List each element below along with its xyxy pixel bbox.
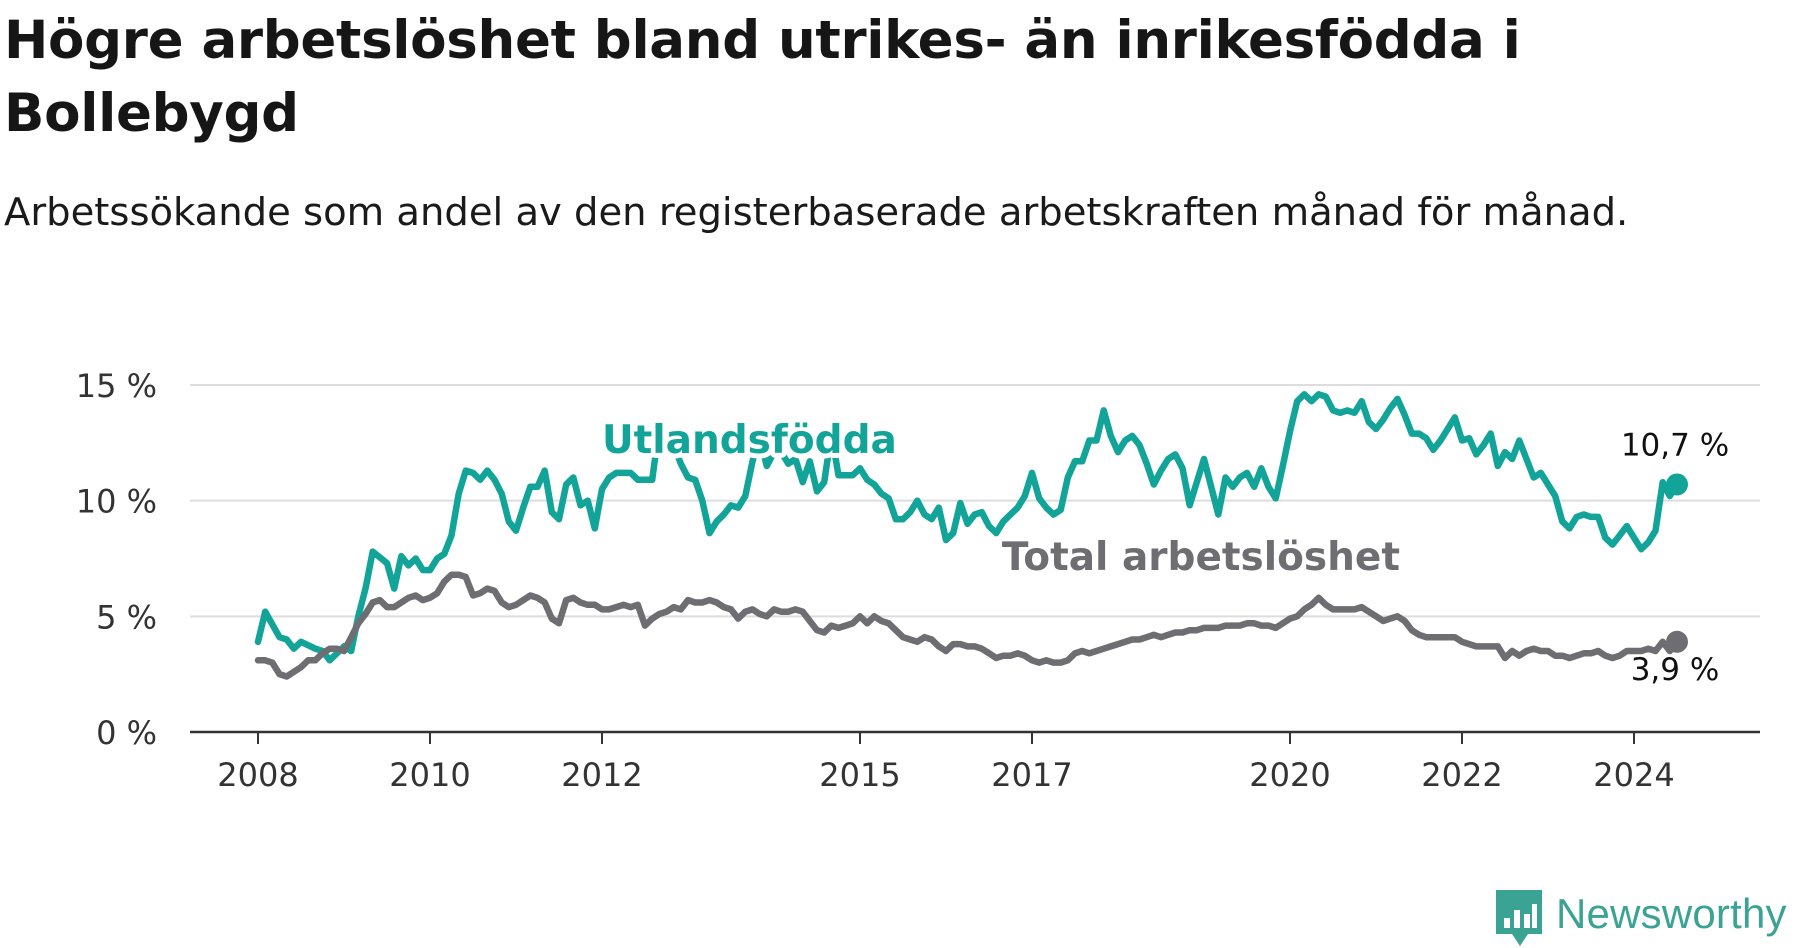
- x-tick-label: 2024: [1593, 756, 1674, 794]
- x-tick-label: 2012: [561, 756, 642, 794]
- x-tick-label: 2015: [819, 756, 900, 794]
- x-tick-label: 2008: [217, 756, 298, 794]
- page-title: Högre arbetslöshet bland utrikes- än inr…: [4, 10, 1521, 144]
- end-point-total-arbetsloshet: [1666, 630, 1688, 653]
- end-label-utlandsfodda: 10,7 %: [1621, 427, 1729, 463]
- newsworthy-logo-icon: [1496, 890, 1542, 946]
- y-tick-label: 15 %: [76, 367, 157, 405]
- line-chart: 0 % 5 % 10 % 15 % 2008 2010 2012 2015 2017 2020 20…: [76, 367, 1760, 794]
- y-tick-label: 10 %: [76, 483, 157, 521]
- x-tick-label: 2010: [389, 756, 470, 794]
- y-tick-label: 5 %: [96, 598, 157, 636]
- x-tick-label: 2022: [1421, 756, 1502, 794]
- end-label-total-arbetsloshet: 3,9 %: [1631, 652, 1720, 688]
- newsworthy-logo: Newsworthy: [1494, 888, 1800, 948]
- y-tick-label: 0 %: [96, 714, 157, 752]
- brand-name: Newsworthy: [1556, 890, 1787, 937]
- x-tick-label: 2017: [991, 756, 1072, 794]
- series-label-utlandsfodda: Utlandsfödda: [602, 418, 897, 463]
- page-subtitle: Arbetssökande som andel av den registerb…: [4, 190, 1629, 235]
- series-label-halo: Total arbetslöshet: [1002, 535, 1400, 580]
- x-tick-label: 2020: [1249, 756, 1330, 794]
- end-point-utlandsfodda: [1666, 473, 1688, 496]
- series-line-total-arbetsloshet: [254, 571, 1681, 680]
- series-label-halo: Utlandsfödda: [602, 418, 897, 463]
- series-line-utlandsfodda: [254, 391, 1681, 664]
- series-label-total-arbetsloshet: Total arbetslöshet: [1002, 535, 1400, 580]
